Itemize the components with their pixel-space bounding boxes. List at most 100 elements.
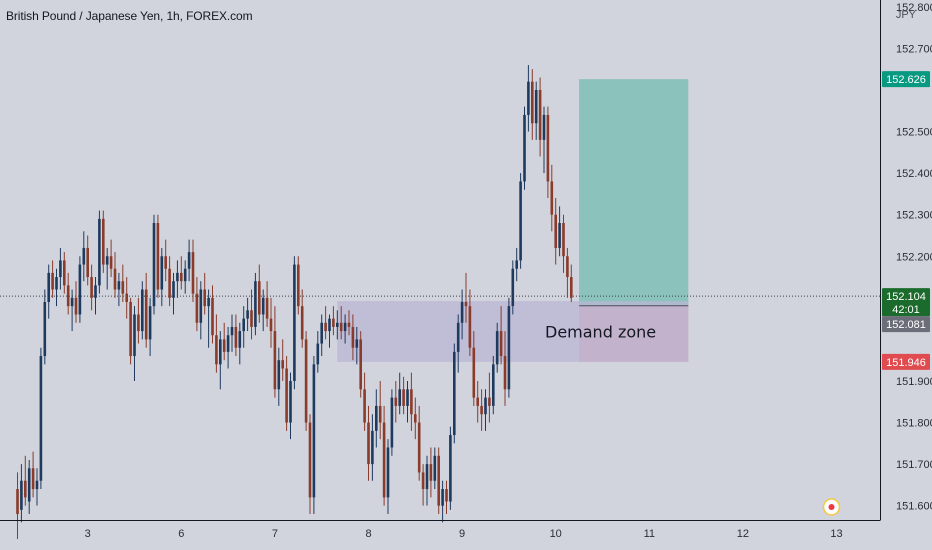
candle — [98, 210, 101, 294]
candle-body — [78, 264, 82, 315]
candle-body — [550, 181, 554, 215]
candle-body — [250, 310, 253, 327]
candle-body — [297, 264, 300, 307]
candle-body — [523, 114, 526, 182]
candle — [566, 247, 569, 298]
candle-body — [566, 256, 569, 278]
candle-body — [117, 281, 121, 290]
current-price-label: 152.104 — [886, 291, 926, 303]
candle-body — [316, 343, 320, 365]
candle-body — [230, 326, 234, 336]
candle — [410, 372, 413, 431]
candle — [219, 331, 222, 390]
candle-body — [269, 318, 273, 332]
candle — [137, 297, 140, 344]
candle-body — [437, 455, 440, 506]
candle — [176, 260, 179, 298]
candle — [207, 289, 210, 348]
candle-body — [172, 281, 175, 298]
price-tick-label: 152.500 — [896, 127, 932, 139]
candle-body — [183, 268, 187, 282]
candle — [550, 164, 554, 232]
candle — [187, 239, 191, 282]
candle — [203, 272, 206, 315]
candle — [425, 455, 429, 506]
candle-body — [468, 306, 472, 348]
candle — [133, 306, 136, 381]
candle-body — [363, 389, 366, 423]
candle — [312, 356, 316, 514]
candle — [285, 356, 288, 431]
candle — [367, 405, 370, 481]
candle-body — [336, 322, 339, 327]
candle — [258, 264, 261, 323]
candle — [534, 81, 538, 140]
candle — [492, 356, 495, 415]
candle-body — [63, 260, 66, 286]
time-tick-label: 11 — [644, 528, 655, 540]
candle — [55, 268, 58, 307]
candle — [546, 106, 550, 199]
candle — [437, 447, 440, 514]
candle — [320, 314, 323, 357]
candle — [277, 347, 281, 406]
candle-body — [137, 314, 140, 332]
candle — [495, 322, 499, 373]
time-tick-label: 6 — [178, 528, 184, 540]
candle — [382, 405, 386, 506]
candle-body — [351, 326, 355, 348]
time-tick-label: 8 — [365, 528, 371, 540]
time-tick-label: 3 — [85, 528, 91, 540]
candle-countdown: 42:01 — [892, 304, 920, 316]
candle-body — [562, 223, 565, 257]
candle — [488, 372, 491, 423]
time-tick-label: 9 — [459, 528, 465, 540]
candle — [180, 256, 183, 290]
candle — [63, 252, 66, 294]
candle-body — [261, 297, 265, 315]
candle — [394, 380, 398, 423]
candle-body — [121, 281, 125, 294]
candle — [402, 376, 405, 415]
candle — [499, 306, 503, 365]
candle — [297, 256, 300, 315]
time-tick-label: 12 — [737, 528, 749, 540]
candle — [464, 272, 468, 323]
candle-body — [125, 293, 128, 302]
stop-price-label: 151.946 — [886, 357, 926, 369]
candle-body — [164, 256, 167, 269]
candle-body — [378, 405, 382, 423]
candle-body — [320, 322, 323, 344]
candle-body — [527, 81, 530, 115]
candle — [538, 77, 542, 157]
candle-body — [332, 318, 335, 327]
candle-body — [433, 455, 437, 481]
candle-body — [476, 397, 479, 406]
candle-body — [554, 214, 557, 248]
candle-body — [27, 468, 31, 502]
candle-body — [105, 256, 109, 265]
candle-body — [215, 335, 218, 365]
price-tick-label: 152.700 — [896, 43, 932, 55]
candle — [554, 198, 557, 265]
candle-body — [20, 480, 23, 510]
candle — [254, 272, 257, 336]
candle-body — [289, 380, 292, 423]
candle-body — [187, 252, 191, 269]
candle — [289, 372, 292, 440]
candle — [300, 289, 304, 348]
candle-body — [43, 301, 47, 357]
candle — [519, 173, 522, 269]
candle — [125, 277, 128, 319]
candle — [542, 106, 546, 174]
candle — [324, 306, 327, 340]
candle-body — [70, 297, 74, 307]
entry-price-tag — [882, 316, 930, 333]
candle-body — [226, 335, 230, 352]
candle — [433, 447, 437, 490]
candle — [199, 281, 203, 340]
candle-body — [152, 223, 156, 307]
candle — [66, 272, 70, 315]
